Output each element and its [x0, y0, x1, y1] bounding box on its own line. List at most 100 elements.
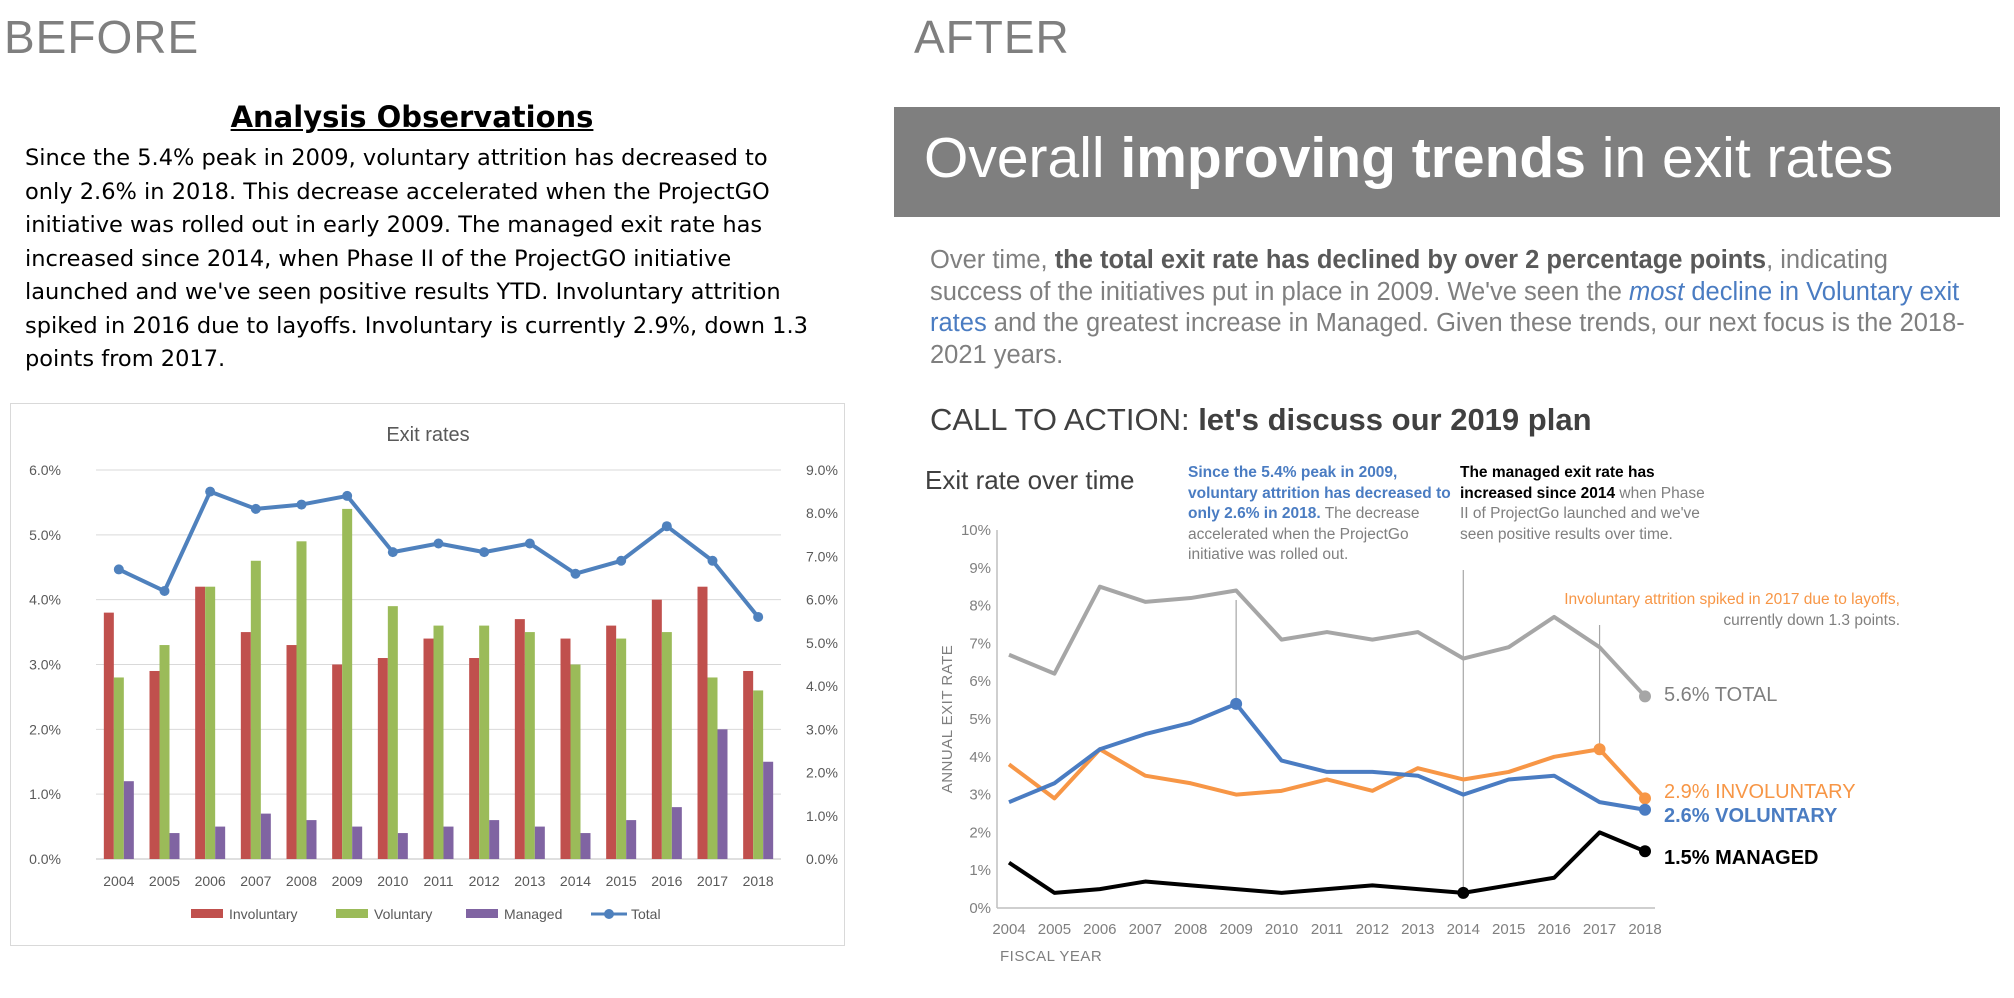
bar-managed — [763, 761, 774, 859]
end-marker-voluntary — [1639, 803, 1651, 816]
end-marker-managed — [1639, 845, 1651, 858]
left-axis-tick-label: 6.0% — [29, 462, 61, 478]
y-axis-tick-label: 4% — [969, 749, 991, 766]
legend-label: Voluntary — [374, 906, 432, 922]
bar-managed — [306, 820, 317, 859]
bar-voluntary — [707, 677, 718, 859]
bar-voluntary — [433, 625, 444, 859]
total-point — [661, 521, 672, 532]
x-axis-tick-label: 2015 — [1492, 921, 1525, 938]
left-axis-tick-label: 5.0% — [29, 527, 61, 543]
bar-voluntary — [753, 690, 764, 859]
bar-managed — [534, 826, 545, 859]
x-axis-tick-label: 2014 — [1447, 921, 1480, 938]
end-label-involuntary: 2.9% INVOLUNTARY — [1664, 781, 1856, 803]
bar-managed — [260, 813, 271, 859]
bar-voluntary — [342, 508, 353, 859]
line-total — [1008, 584, 1647, 698]
total-point — [387, 547, 398, 558]
x-axis-tick-label: 2004 — [103, 873, 134, 889]
y-axis-tick-label: 6% — [969, 673, 991, 690]
x-axis-tick-label: 2014 — [560, 873, 591, 889]
x-axis-tick-label: 2011 — [423, 873, 453, 889]
right-axis-tick-label: 0.0% — [806, 851, 838, 867]
bar-involuntary — [240, 632, 251, 859]
right-axis-tick-label: 7.0% — [806, 548, 838, 564]
x-axis-tick-label: 2011 — [1311, 921, 1343, 938]
x-axis-tick-label: 2007 — [1129, 921, 1162, 938]
after-exit-rate-chart: Exit rate over time 0% 1% 2% 3% 4% 5% 6% 7% 8% 9% 1… — [925, 465, 1662, 965]
right-axis-tick-label: 4.0% — [806, 678, 838, 694]
bar-voluntary — [159, 645, 170, 859]
observations-title: Analysis Observations — [230, 100, 594, 134]
x-axis-tick-label: 2005 — [149, 873, 180, 889]
after-chart-title: Exit rate over time — [925, 465, 1135, 495]
x-axis-tick-label: 2013 — [1401, 921, 1434, 938]
bar-involuntary — [606, 625, 617, 859]
bar-voluntary — [524, 632, 535, 859]
end-label-voluntary: 2.6% VOLUNTARY — [1664, 805, 1838, 827]
legend-label: Total — [631, 906, 661, 922]
left-axis-tick-label: 1.0% — [29, 786, 61, 802]
x-axis-tick-label: 2016 — [651, 873, 682, 889]
line-voluntary — [1008, 701, 1646, 812]
y-axis-tick-label: 7% — [969, 635, 991, 652]
x-axis-tick-label: 2006 — [195, 873, 226, 889]
y-axis-tick-label: 2% — [969, 824, 991, 841]
bar-voluntary — [387, 606, 398, 859]
bar-voluntary — [570, 664, 581, 859]
bar-voluntary — [296, 541, 307, 859]
x-axis-tick-label: 2010 — [377, 873, 408, 889]
before-chart-title: Exit rates — [386, 424, 469, 446]
y-axis-tick-label: 0% — [969, 900, 991, 917]
annotation-voluntary: Since the 5.4% peak in 2009, voluntary a… — [1188, 464, 1451, 563]
x-axis-tick-label: 2007 — [240, 873, 271, 889]
total-point — [707, 555, 718, 566]
annotation-managed: The managed exit rate has increased sinc… — [1460, 464, 1705, 543]
total-point — [479, 547, 490, 558]
bar-involuntary — [560, 638, 571, 859]
right-axis-tick-label: 1.0% — [806, 808, 838, 824]
total-point — [342, 490, 353, 501]
total-point — [250, 503, 261, 514]
x-axis-tick-label: 2015 — [606, 873, 637, 889]
bar-voluntary — [479, 625, 490, 859]
legend-marker-total — [604, 909, 614, 919]
x-axis-tick-label: 2006 — [1083, 921, 1116, 938]
y-axis-tick-label: 5% — [969, 711, 991, 728]
bar-voluntary — [113, 677, 124, 859]
bar-involuntary — [743, 670, 754, 859]
legend-label: Involuntary — [229, 906, 297, 922]
legend-label: Managed — [504, 906, 562, 922]
y-axis-tick-label: 10% — [961, 522, 991, 539]
bar-involuntary — [469, 658, 480, 859]
bar-involuntary — [195, 586, 206, 859]
x-axis-tick-label: 2009 — [332, 873, 363, 889]
after-title: Overall improving trends in exit rates — [924, 126, 1894, 190]
marker-voluntary-peak — [1230, 697, 1243, 710]
x-axis-tick-label: 2005 — [1038, 921, 1071, 938]
bar-involuntary — [286, 645, 297, 859]
x-axis-tick-label: 2010 — [1265, 921, 1298, 938]
total-point — [205, 486, 216, 497]
total-point — [616, 555, 627, 566]
legend-swatch — [336, 909, 368, 918]
observations-text: Since the 5.4% peak in 2009, voluntary a… — [25, 145, 808, 372]
after-title-banner: Overall improving trends in exit rates — [894, 107, 2000, 217]
bar-involuntary — [377, 658, 388, 859]
total-point — [433, 538, 444, 549]
bar-managed — [580, 833, 591, 859]
total-point — [296, 499, 307, 510]
before-exit-rates-chart: Exit rates 0.0% 1.0% 2.0% 3.0% 4.0% 5.0% 6.0% 0.… — [29, 424, 838, 922]
right-axis-tick-label: 5.0% — [806, 635, 838, 651]
total-point — [570, 568, 581, 579]
y-axis-tick-label: 3% — [969, 787, 991, 804]
x-axis-tick-label: 2012 — [469, 873, 500, 889]
total-point — [524, 538, 535, 549]
left-axis-tick-label: 3.0% — [29, 657, 61, 673]
before-heading: BEFORE — [4, 11, 200, 63]
x-axis-tick-label: 2009 — [1219, 921, 1252, 938]
right-axis-tick-label: 6.0% — [806, 592, 838, 608]
x-axis-tick-label: 2016 — [1537, 921, 1570, 938]
x-axis-tick-label: 2018 — [743, 873, 774, 889]
